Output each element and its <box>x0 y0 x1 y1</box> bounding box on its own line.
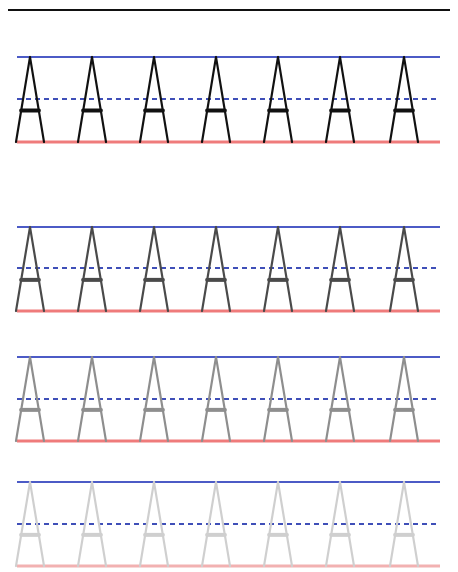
letter-a-glyph <box>138 55 170 144</box>
letter-a-strokes <box>324 355 356 443</box>
letter-a-strokes <box>76 480 108 568</box>
letter-a-strokes <box>76 55 108 144</box>
letter-a-glyph <box>200 55 232 144</box>
practice-row <box>14 355 440 443</box>
letter-a-strokes <box>388 225 420 313</box>
letter-a-strokes <box>138 225 170 313</box>
letter-a-strokes <box>138 480 170 568</box>
letter-a-glyph <box>76 480 108 568</box>
letter-a-glyph <box>14 55 46 144</box>
letter-a-strokes <box>324 480 356 568</box>
letter-a-glyph <box>76 55 108 144</box>
letter-a-glyph <box>262 225 294 313</box>
letter-a-glyph <box>200 480 232 568</box>
letter-a-glyph <box>324 55 356 144</box>
letter-a-strokes <box>76 355 108 443</box>
letter-a-glyph <box>388 355 420 443</box>
letter-a-glyph <box>14 480 46 568</box>
letter-a-glyph <box>262 355 294 443</box>
letter-a-strokes <box>14 55 46 144</box>
letter-a-glyph <box>324 225 356 313</box>
letter-a-strokes <box>324 55 356 144</box>
letter-a-strokes <box>200 355 232 443</box>
letter-a-glyph <box>388 480 420 568</box>
letter-a-glyph <box>324 480 356 568</box>
letter-a-glyph <box>388 225 420 313</box>
letter-a-glyph <box>262 55 294 144</box>
letter-a-strokes <box>200 225 232 313</box>
letter-a-glyph <box>262 480 294 568</box>
letter-a-glyph <box>138 225 170 313</box>
letter-a-strokes <box>76 225 108 313</box>
letter-a-strokes <box>388 355 420 443</box>
letter-a-glyph <box>14 355 46 443</box>
letter-a-strokes <box>14 355 46 443</box>
letter-a-strokes <box>262 355 294 443</box>
letter-a-strokes <box>14 480 46 568</box>
letter-a-glyph <box>138 355 170 443</box>
letter-a-strokes <box>200 480 232 568</box>
letter-a-strokes <box>388 480 420 568</box>
letter-a-strokes <box>262 480 294 568</box>
letter-a-strokes <box>138 55 170 144</box>
letter-a-glyph <box>388 55 420 144</box>
practice-row <box>14 55 440 144</box>
practice-rows <box>14 55 440 568</box>
letter-a-glyph <box>324 355 356 443</box>
letter-a-strokes <box>262 55 294 144</box>
letter-a-glyph <box>200 355 232 443</box>
letter-a-strokes <box>138 355 170 443</box>
letter-a-glyph <box>76 225 108 313</box>
letter-a-glyph <box>76 355 108 443</box>
letter-a-glyph <box>200 225 232 313</box>
letter-a-strokes <box>262 225 294 313</box>
practice-row <box>14 225 440 313</box>
letter-a-glyph <box>14 225 46 313</box>
letter-a-strokes <box>200 55 232 144</box>
letter-a-glyph <box>138 480 170 568</box>
letter-a-strokes <box>14 225 46 313</box>
letter-a-strokes <box>324 225 356 313</box>
letter-a-strokes <box>388 55 420 144</box>
practice-row <box>14 480 440 568</box>
